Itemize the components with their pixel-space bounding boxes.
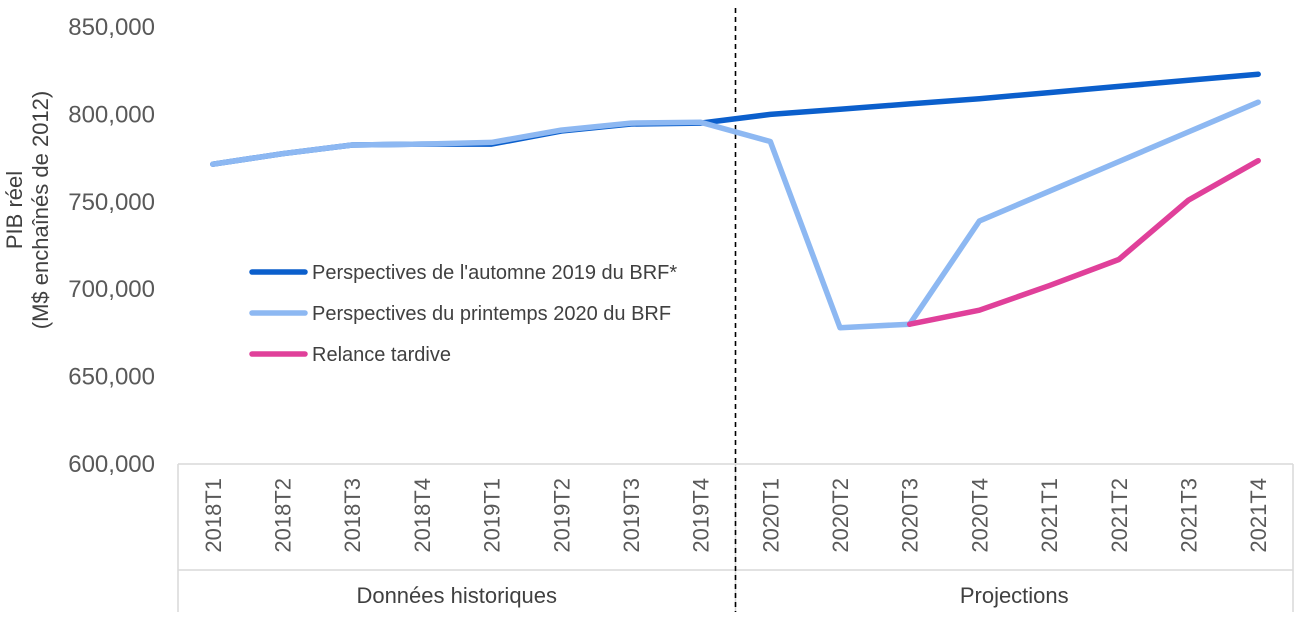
- x-tick-label: 2021T4: [1246, 478, 1271, 553]
- x-tick-label: 2018T3: [340, 478, 365, 553]
- x-tick-label: 2019T1: [480, 478, 505, 553]
- x-tick-label: 2019T4: [689, 478, 714, 553]
- y-tick-label: 750,000: [68, 189, 155, 216]
- series-line-1: [210, 71, 1261, 167]
- x-tick-label: 2018T4: [410, 478, 435, 553]
- x-tick-label: 2019T3: [619, 478, 644, 553]
- x-tick-label: 2018T2: [271, 478, 296, 553]
- series-line-2: [210, 99, 1261, 331]
- series-lines: [210, 71, 1261, 331]
- category-groups: Données historiques Projections: [356, 583, 1068, 608]
- y-tick-label: 850,000: [68, 14, 155, 41]
- legend: Perspectives de l'automne 2019 du BRF* Pe…: [249, 262, 677, 366]
- y-tick-label: 600,000: [68, 451, 155, 478]
- x-tick-label: 2020T3: [898, 478, 923, 553]
- legend-label: Perspectives de l'automne 2019 du BRF*: [312, 262, 677, 284]
- group-label: Données historiques: [356, 583, 557, 608]
- x-tick-label: 2020T4: [967, 478, 992, 553]
- group-label: Projections: [960, 583, 1069, 608]
- y-tick-label: 800,000: [68, 101, 155, 128]
- legend-label: Perspectives du printemps 2020 du BRF: [312, 303, 671, 325]
- x-tick-label: 2020T2: [828, 478, 853, 553]
- series-line-3: [906, 157, 1261, 327]
- legend-label: Relance tardive: [312, 344, 451, 366]
- x-tick-label: 2021T1: [1037, 478, 1062, 553]
- y-axis-title-line2: (M$ enchaînés de 2012): [28, 91, 53, 330]
- x-tick-label: 2019T2: [549, 478, 574, 553]
- x-tick-label: 2020T1: [758, 478, 783, 553]
- x-tick-label: 2021T2: [1107, 478, 1132, 553]
- x-tick-label: 2018T1: [201, 478, 226, 553]
- y-tick-label: 650,000: [68, 364, 155, 391]
- y-axis-title-line1: PIB réel: [2, 171, 27, 249]
- x-axis-ticks: 2018T1 2018T2 2018T3 2018T4 2019T1 2019T2 2019…: [201, 478, 1271, 553]
- y-axis-ticks: 600,000 650,000 700,000 750,000 800,000 850,0…: [68, 14, 155, 478]
- x-tick-label: 2021T3: [1176, 478, 1201, 553]
- y-tick-label: 700,000: [68, 276, 155, 303]
